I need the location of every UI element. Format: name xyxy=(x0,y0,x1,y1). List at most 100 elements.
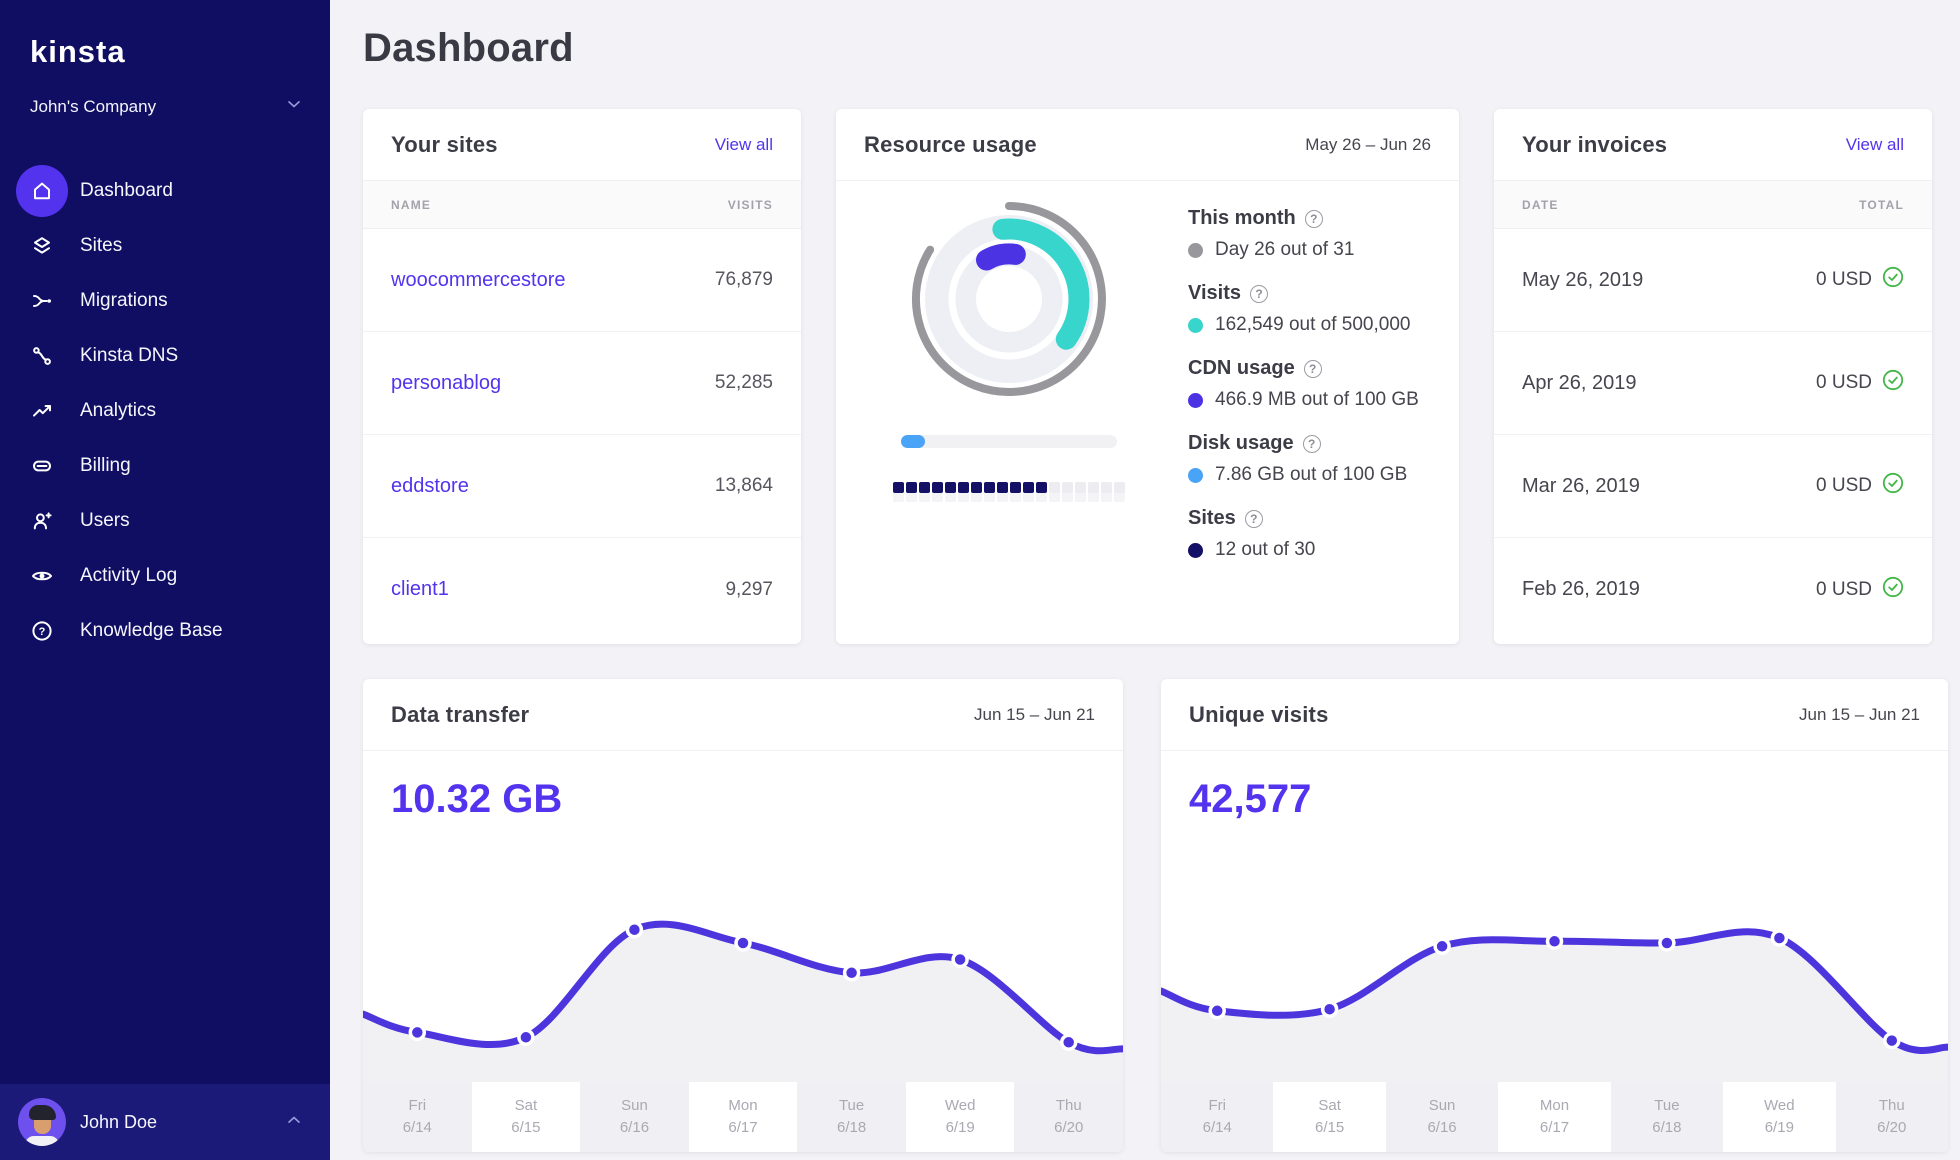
chart-point xyxy=(408,1023,427,1042)
sidebar-item-label: Users xyxy=(80,509,130,531)
help-icon[interactable]: ? xyxy=(1302,434,1321,453)
sidebar-item-sites[interactable]: Sites xyxy=(0,218,330,273)
chart-point xyxy=(1059,1033,1078,1052)
company-name: John's Company xyxy=(30,96,157,116)
chart-total-value: 10.32 GB xyxy=(391,777,563,821)
sidebar-item-analytics[interactable]: Analytics xyxy=(0,383,330,438)
help-icon[interactable]: ? xyxy=(1304,209,1323,228)
column-header-date: DATE xyxy=(1522,197,1559,212)
site-segment xyxy=(893,482,904,493)
chart-point xyxy=(625,920,644,939)
date-range: May 26 – Jun 26 xyxy=(1305,134,1431,154)
sidebar-item-label: Kinsta DNS xyxy=(80,344,179,366)
help-icon[interactable]: ? xyxy=(1303,359,1322,378)
view-all-invoices-link[interactable]: View all xyxy=(1845,134,1904,154)
sidebar-item-billing[interactable]: Billing xyxy=(0,438,330,493)
site-segment xyxy=(971,482,982,493)
site-name-link[interactable]: eddstore xyxy=(391,474,469,497)
line-chart-svg xyxy=(363,920,1123,1082)
sidebar-item-label: Sites xyxy=(80,234,123,256)
card-title: Your invoices xyxy=(1522,131,1668,157)
table-row: personablog 52,285 xyxy=(363,332,801,435)
site-name-link[interactable]: client1 xyxy=(391,578,449,600)
site-visits-value: 76,879 xyxy=(714,269,773,290)
x-axis-label-band: Fri 6/14 Sat 6/15 Sun 6/16 Mon 6/17 Tue 6/18 Wed 6/… xyxy=(1161,1082,1948,1152)
sidebar-item-label: Dashboard xyxy=(80,179,173,201)
site-segment xyxy=(1023,482,1034,493)
main-content: Dashboard Your sites View all NAME VISIT… xyxy=(330,0,1960,1160)
site-segment xyxy=(997,482,1008,493)
sidebar-item-knowledge-base[interactable]: ? Knowledge Base xyxy=(0,603,330,658)
site-name-link[interactable]: personablog xyxy=(391,371,502,394)
chart-point xyxy=(734,934,752,952)
sidebar-item-kinsta-dns[interactable]: Kinsta DNS xyxy=(0,328,330,383)
home-icon xyxy=(16,164,68,217)
resource-body: This month ? Day 26 out of 31 Visits ? 1… xyxy=(836,181,1459,582)
site-segment xyxy=(958,482,969,493)
migrations-icon xyxy=(16,275,68,327)
legend-value: 466.9 MB out of 100 GB xyxy=(1215,389,1419,410)
resource-usage-card: Resource usage May 26 – Jun 26 This mont… xyxy=(836,109,1459,644)
site-name-link[interactable]: woocommercestore xyxy=(391,268,566,291)
legend-dot xyxy=(1188,242,1203,258)
table-row: client1 9,297 xyxy=(363,538,801,641)
dns-icon xyxy=(16,330,68,382)
sidebar-item-users[interactable]: Users xyxy=(0,493,330,548)
x-axis-label: Sun 6/16 xyxy=(1385,1082,1499,1152)
line-chart xyxy=(1161,751,1948,1082)
x-axis-label: Sat 6/15 xyxy=(511,1096,541,1137)
invoices-table: May 26, 2019 0 USD Apr 26, 2019 0 USD Ma… xyxy=(1494,229,1932,641)
kinsta-logo: kinsta xyxy=(30,34,126,69)
resource-donut-chart xyxy=(912,202,1106,396)
chevron-up-icon xyxy=(284,1110,304,1135)
site-segment xyxy=(1010,482,1021,493)
sidebar-item-activity-log[interactable]: Activity Log xyxy=(0,548,330,603)
chart-point xyxy=(1320,1000,1339,1018)
line-chart-svg xyxy=(1161,928,1948,1082)
company-selector[interactable]: John's Company xyxy=(30,94,304,119)
user-menu[interactable]: John Doe xyxy=(0,1084,330,1160)
invoices-table-header: DATE TOTAL xyxy=(1494,181,1932,229)
legend-group: Visits ? 162,549 out of 500,000 xyxy=(1188,282,1431,336)
legend-dot xyxy=(1188,392,1203,408)
check-circle-icon xyxy=(1882,576,1904,604)
line-chart xyxy=(363,751,1123,1082)
help-icon[interactable]: ? xyxy=(1244,509,1263,528)
legend-value: Day 26 out of 31 xyxy=(1215,239,1355,260)
top-cards-row: Your sites View all NAME VISITS woocomme… xyxy=(363,109,1960,644)
card-title: Data transfer xyxy=(391,701,530,727)
legend-group: Disk usage ? 7.86 GB out of 100 GB xyxy=(1188,432,1431,486)
sidebar: kinsta John's Company Dashboard Sites Mi… xyxy=(0,0,330,1160)
chart-area-fill xyxy=(1161,931,1948,1082)
x-axis-label: Tue 6/18 xyxy=(1610,1082,1724,1152)
view-all-sites-link[interactable]: View all xyxy=(714,134,773,154)
legend-label: Disk usage xyxy=(1188,432,1294,454)
legend-dot xyxy=(1188,317,1203,333)
sidebar-nav: Dashboard Sites Migrations Kinsta DNS An… xyxy=(0,163,330,658)
legend-dot xyxy=(1188,467,1203,483)
x-axis-label: Wed 6/19 xyxy=(1764,1096,1795,1137)
site-segment xyxy=(1062,482,1073,493)
invoice-total: 0 USD xyxy=(1816,369,1904,397)
table-row: woocommercestore 76,879 xyxy=(363,229,801,332)
site-segment xyxy=(1036,482,1047,493)
sidebar-item-migrations[interactable]: Migrations xyxy=(0,273,330,328)
avatar xyxy=(18,1098,66,1146)
chart-point xyxy=(1545,932,1564,951)
table-row: May 26, 2019 0 USD xyxy=(1494,229,1932,332)
svg-text:?: ? xyxy=(39,625,46,637)
legend-group: This month ? Day 26 out of 31 xyxy=(1188,207,1431,261)
user-plus-icon xyxy=(16,495,68,547)
disk-usage-fill xyxy=(901,435,925,448)
eye-icon xyxy=(16,550,68,602)
card-title: Unique visits xyxy=(1189,701,1329,727)
sidebar-item-dashboard[interactable]: Dashboard xyxy=(0,163,330,218)
help-icon[interactable]: ? xyxy=(1250,284,1268,303)
legend-dot xyxy=(1188,542,1203,558)
invoice-date: Apr 26, 2019 xyxy=(1522,371,1637,394)
x-axis-label: Sun 6/16 xyxy=(580,1082,689,1152)
page-title: Dashboard xyxy=(363,26,574,70)
unique-visits-card: Unique visits Jun 15 – Jun 21 42,577 Fri… xyxy=(1161,679,1948,1152)
sidebar-item-label: Activity Log xyxy=(80,564,178,586)
